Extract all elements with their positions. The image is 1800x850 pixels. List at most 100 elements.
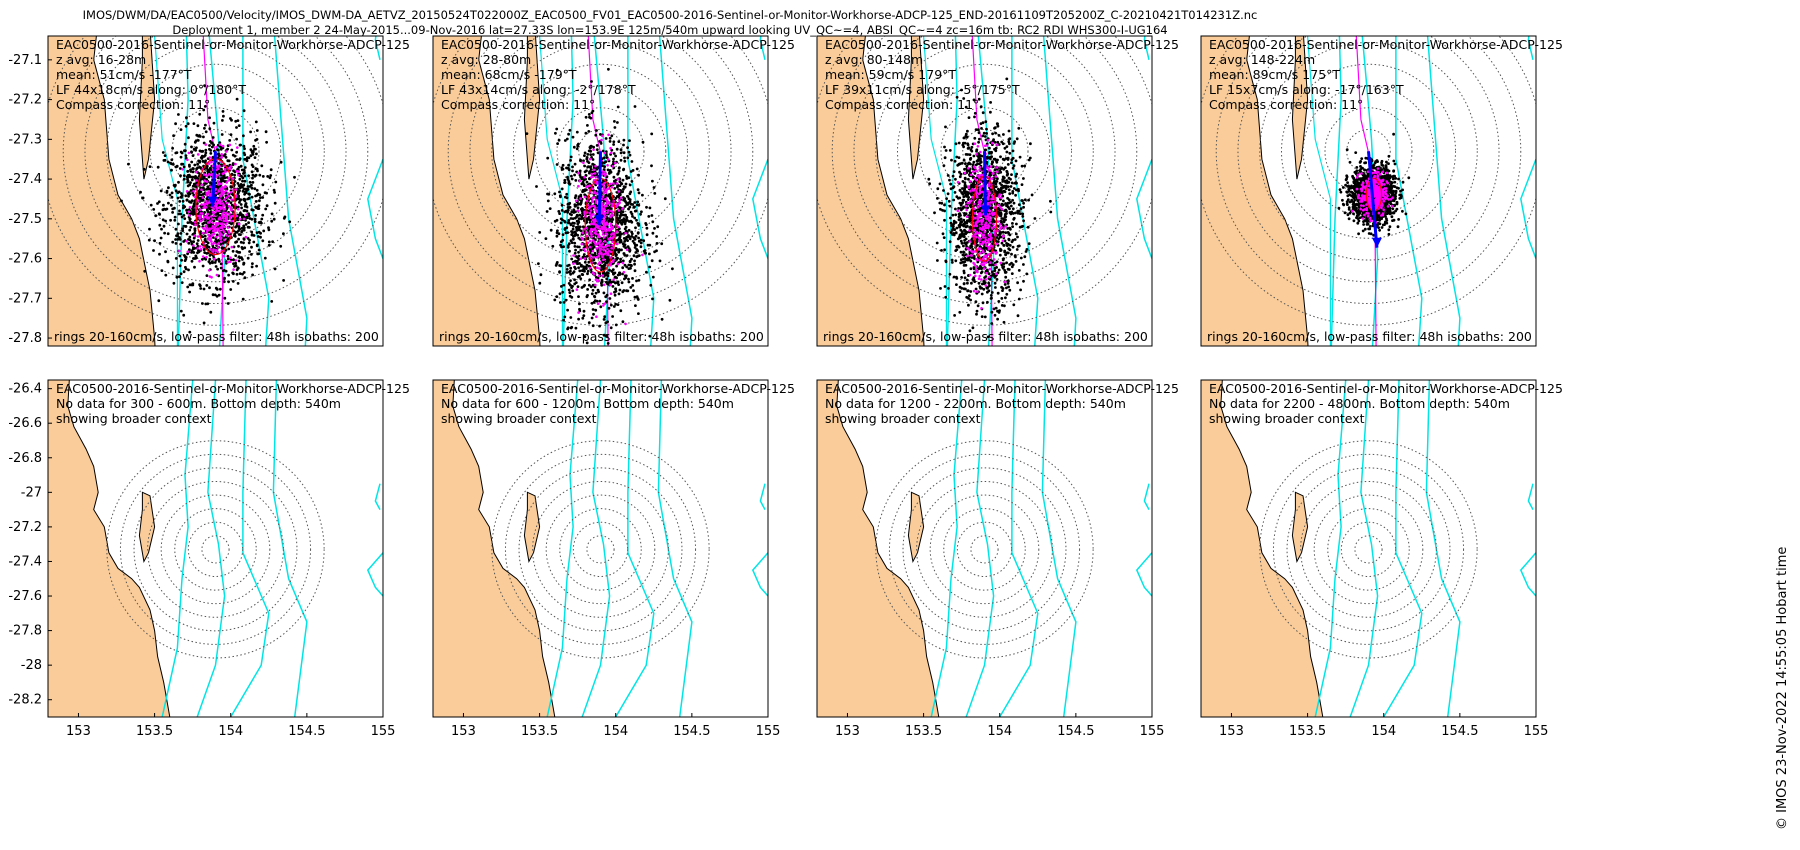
scatter-point (139, 190, 142, 194)
lowpass-point (596, 225, 600, 228)
scatter-point (237, 194, 240, 198)
scatter-point (222, 179, 225, 183)
scatter-point (590, 156, 593, 159)
ring-140cms (447, 36, 754, 304)
scatter-point (959, 172, 963, 176)
scatter-point (168, 193, 172, 197)
lowpass-point (223, 238, 226, 242)
scatter-point (631, 169, 635, 172)
scatter-point (980, 167, 984, 171)
scatter-point (1002, 220, 1006, 224)
scatter-point (242, 134, 245, 138)
scatter-point (936, 197, 939, 200)
lowpass-point (604, 197, 607, 201)
scatter-point (949, 231, 953, 234)
scatter-point (1000, 297, 1004, 300)
scatter-point (957, 162, 961, 166)
lowpass-point (618, 198, 621, 202)
scatter-point (581, 255, 585, 259)
scatter-point (194, 175, 197, 178)
lowpass-point (225, 181, 228, 184)
lowpass-point (196, 153, 200, 156)
scatter-point (598, 324, 601, 328)
lowpass-point (208, 156, 212, 159)
lowpass-point (605, 244, 609, 248)
scatter-point (243, 157, 247, 161)
lowpass-point (196, 247, 199, 250)
lowpass-point (602, 283, 606, 287)
scatter-point (1001, 266, 1005, 270)
scatter-point (981, 301, 985, 305)
ring-120cms (469, 36, 732, 283)
scatter-point (961, 260, 964, 264)
scatter-point (561, 167, 565, 171)
scatter-point (581, 217, 585, 220)
scatter-point (229, 201, 233, 205)
scatter-point (158, 223, 162, 227)
lowpass-point (187, 210, 191, 214)
scatter-point (238, 177, 242, 181)
scatter-point (605, 300, 608, 304)
scatter-point (196, 166, 200, 170)
lowpass-point (597, 279, 600, 282)
scatter-point (1007, 238, 1011, 242)
scatter-point (650, 214, 654, 217)
scatter-point (556, 142, 559, 146)
scatter-point (569, 272, 572, 276)
scatter-point (239, 186, 242, 190)
lowpass-point (596, 235, 600, 239)
scatter-point (973, 115, 976, 119)
lowpass-point (216, 246, 220, 249)
scatter-point (1009, 185, 1013, 188)
scatter-point (619, 151, 623, 155)
isobath-3 (242, 36, 270, 346)
scatter-point (586, 269, 590, 273)
scatter-point (972, 266, 976, 269)
scatter-point (630, 232, 634, 236)
scatter-point (967, 169, 971, 173)
scatter-point (557, 138, 561, 142)
scatter-point (208, 144, 211, 147)
lowpass-point (185, 190, 189, 193)
scatter-point (546, 156, 550, 160)
scatter-point (975, 148, 979, 152)
scatter-point (180, 192, 183, 195)
scatter-point (953, 228, 957, 232)
lowpass-point (619, 196, 623, 200)
scatter-point (1006, 185, 1010, 189)
scatter-point (558, 212, 561, 216)
axes-box (47, 35, 384, 347)
scatter-point (189, 168, 192, 172)
scatter-point (972, 154, 976, 158)
track-1 (202, 36, 224, 346)
lowpass-point (574, 199, 578, 203)
scatter-point (546, 192, 549, 196)
scatter-point (244, 223, 248, 226)
scatter-point (959, 208, 963, 212)
scatter-point (648, 206, 652, 210)
scatter-point (577, 236, 581, 240)
scatter-point (577, 142, 580, 146)
scatter-point (191, 167, 195, 170)
scatter-point (995, 266, 998, 269)
scatter-point (239, 203, 243, 206)
land (48, 36, 156, 346)
scatter-point (148, 165, 152, 169)
scatter-point (962, 264, 966, 267)
lowpass-point (595, 192, 599, 195)
scatter-point (970, 149, 974, 153)
lowpass-point (222, 254, 226, 258)
scatter-point (147, 238, 151, 242)
scatter-point (957, 212, 961, 216)
scatter-point (606, 168, 610, 172)
scatter-point (639, 212, 642, 216)
lowpass-point (601, 233, 605, 236)
lowpass-point (217, 222, 220, 225)
scatter-point (148, 227, 151, 231)
scatter-point (562, 283, 566, 287)
scatter-point (942, 236, 946, 240)
scatter-point (1000, 186, 1003, 190)
scatter-point (255, 138, 259, 141)
scatter-point (633, 259, 636, 263)
scatter-point (613, 293, 617, 297)
